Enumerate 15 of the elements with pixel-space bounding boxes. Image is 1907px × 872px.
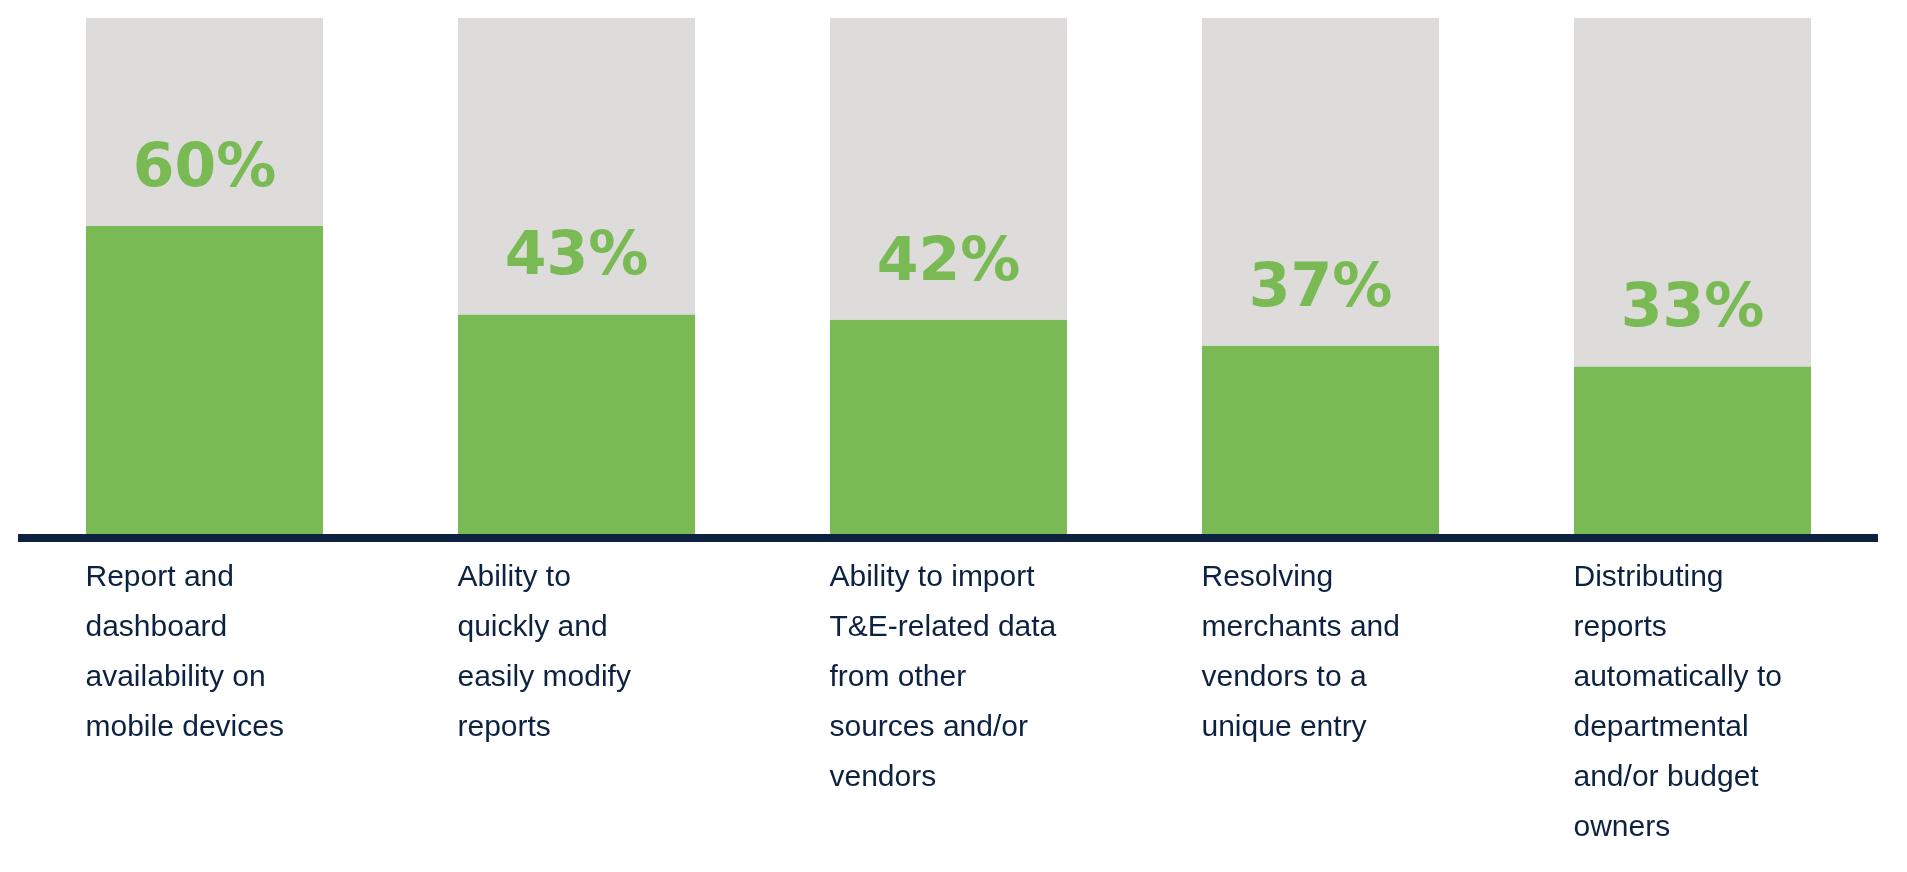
x-tick-label: Ability to quickly and easily modify reports [457,559,631,742]
data-label: 33% [1620,270,1765,341]
data-label: 37% [1248,249,1393,320]
data-label: 43% [504,218,649,289]
data-label: 60% [132,130,277,200]
bar [1574,18,1811,367]
x-tick-label: Ability to import T&E-related data from other sources and/or vendors [829,559,1057,792]
bar [1202,18,1439,346]
bar [830,18,1067,320]
bar [458,18,695,315]
data-label: 42% [876,223,1021,294]
x-tick-label: Resolving merchants and vendors to a unique entry [1201,559,1400,742]
x-tick-label: Distributing reports automatically to departmental and/or budget owners [1573,559,1782,842]
x-tick-label: Report and dashboard availability on mobile devices [85,559,284,742]
bar [86,18,323,226]
